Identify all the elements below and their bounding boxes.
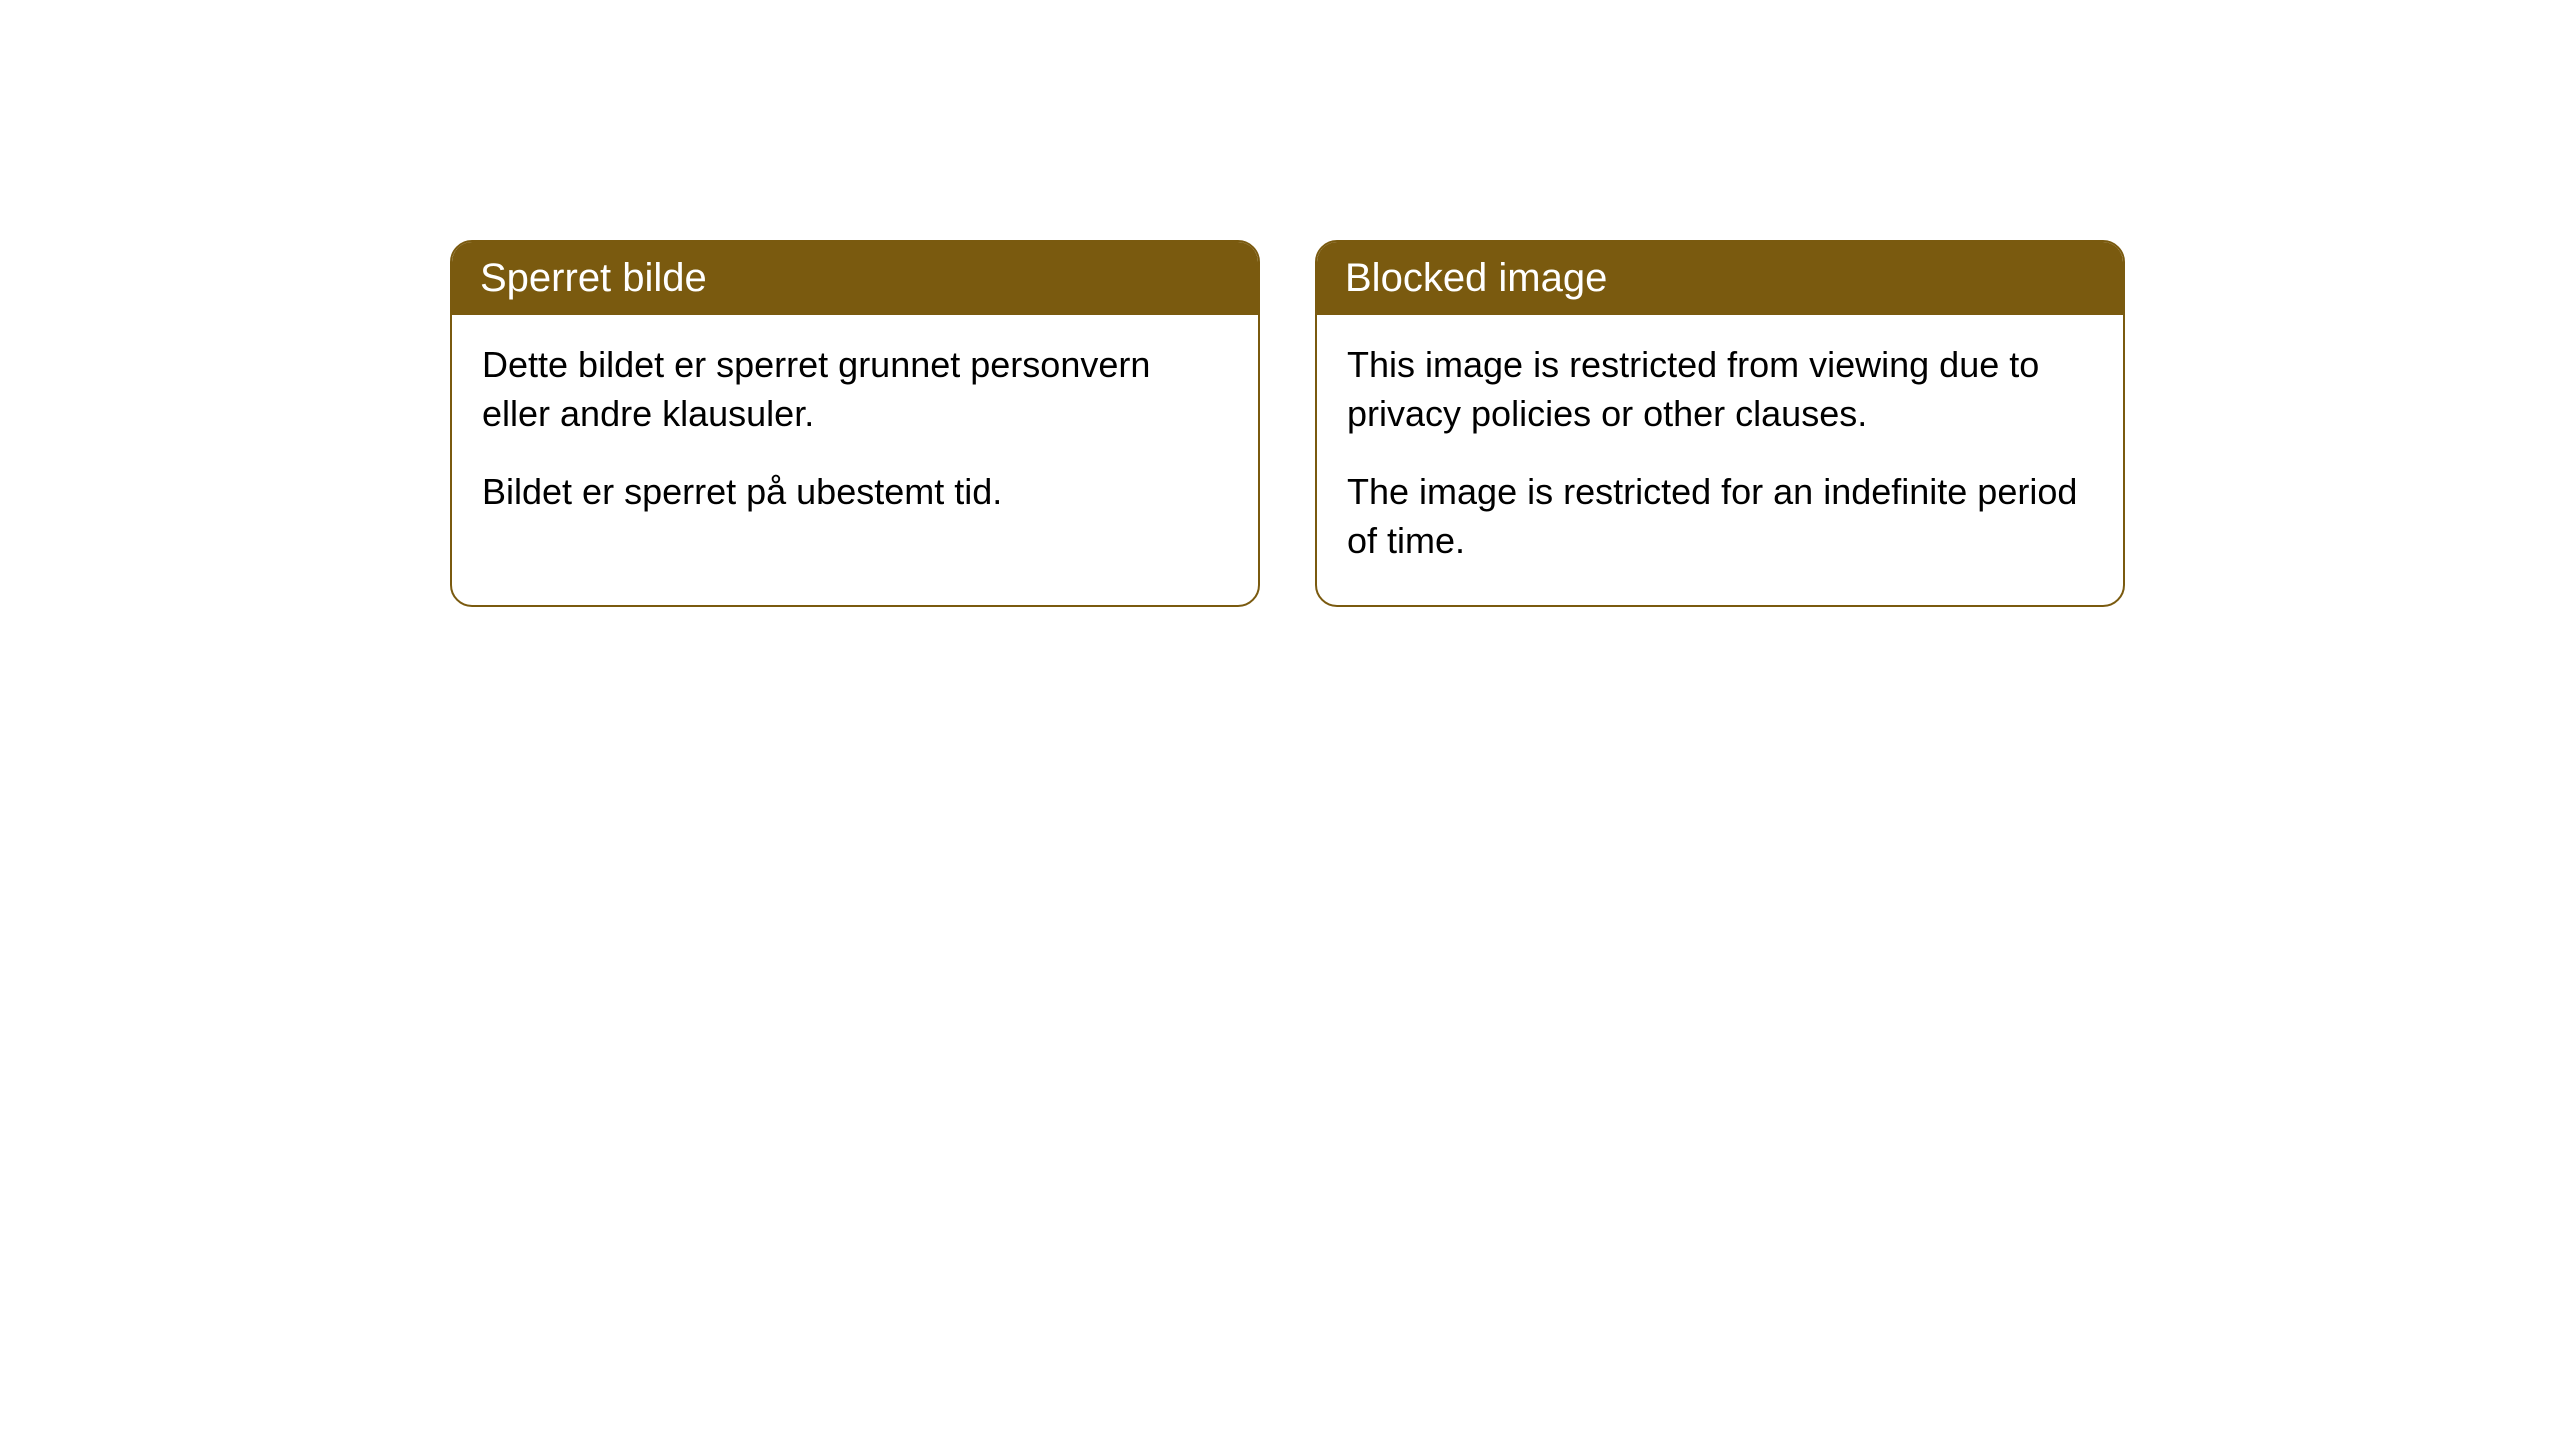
card-header-norwegian: Sperret bilde <box>452 242 1258 315</box>
card-body-norwegian: Dette bildet er sperret grunnet personve… <box>452 315 1258 557</box>
card-paragraph: This image is restricted from viewing du… <box>1347 341 2093 438</box>
card-english: Blocked image This image is restricted f… <box>1315 240 2125 607</box>
card-header-english: Blocked image <box>1317 242 2123 315</box>
card-paragraph: The image is restricted for an indefinit… <box>1347 468 2093 565</box>
card-paragraph: Bildet er sperret på ubestemt tid. <box>482 468 1228 517</box>
card-body-english: This image is restricted from viewing du… <box>1317 315 2123 605</box>
cards-container: Sperret bilde Dette bildet er sperret gr… <box>450 240 2125 607</box>
card-paragraph: Dette bildet er sperret grunnet personve… <box>482 341 1228 438</box>
card-norwegian: Sperret bilde Dette bildet er sperret gr… <box>450 240 1260 607</box>
